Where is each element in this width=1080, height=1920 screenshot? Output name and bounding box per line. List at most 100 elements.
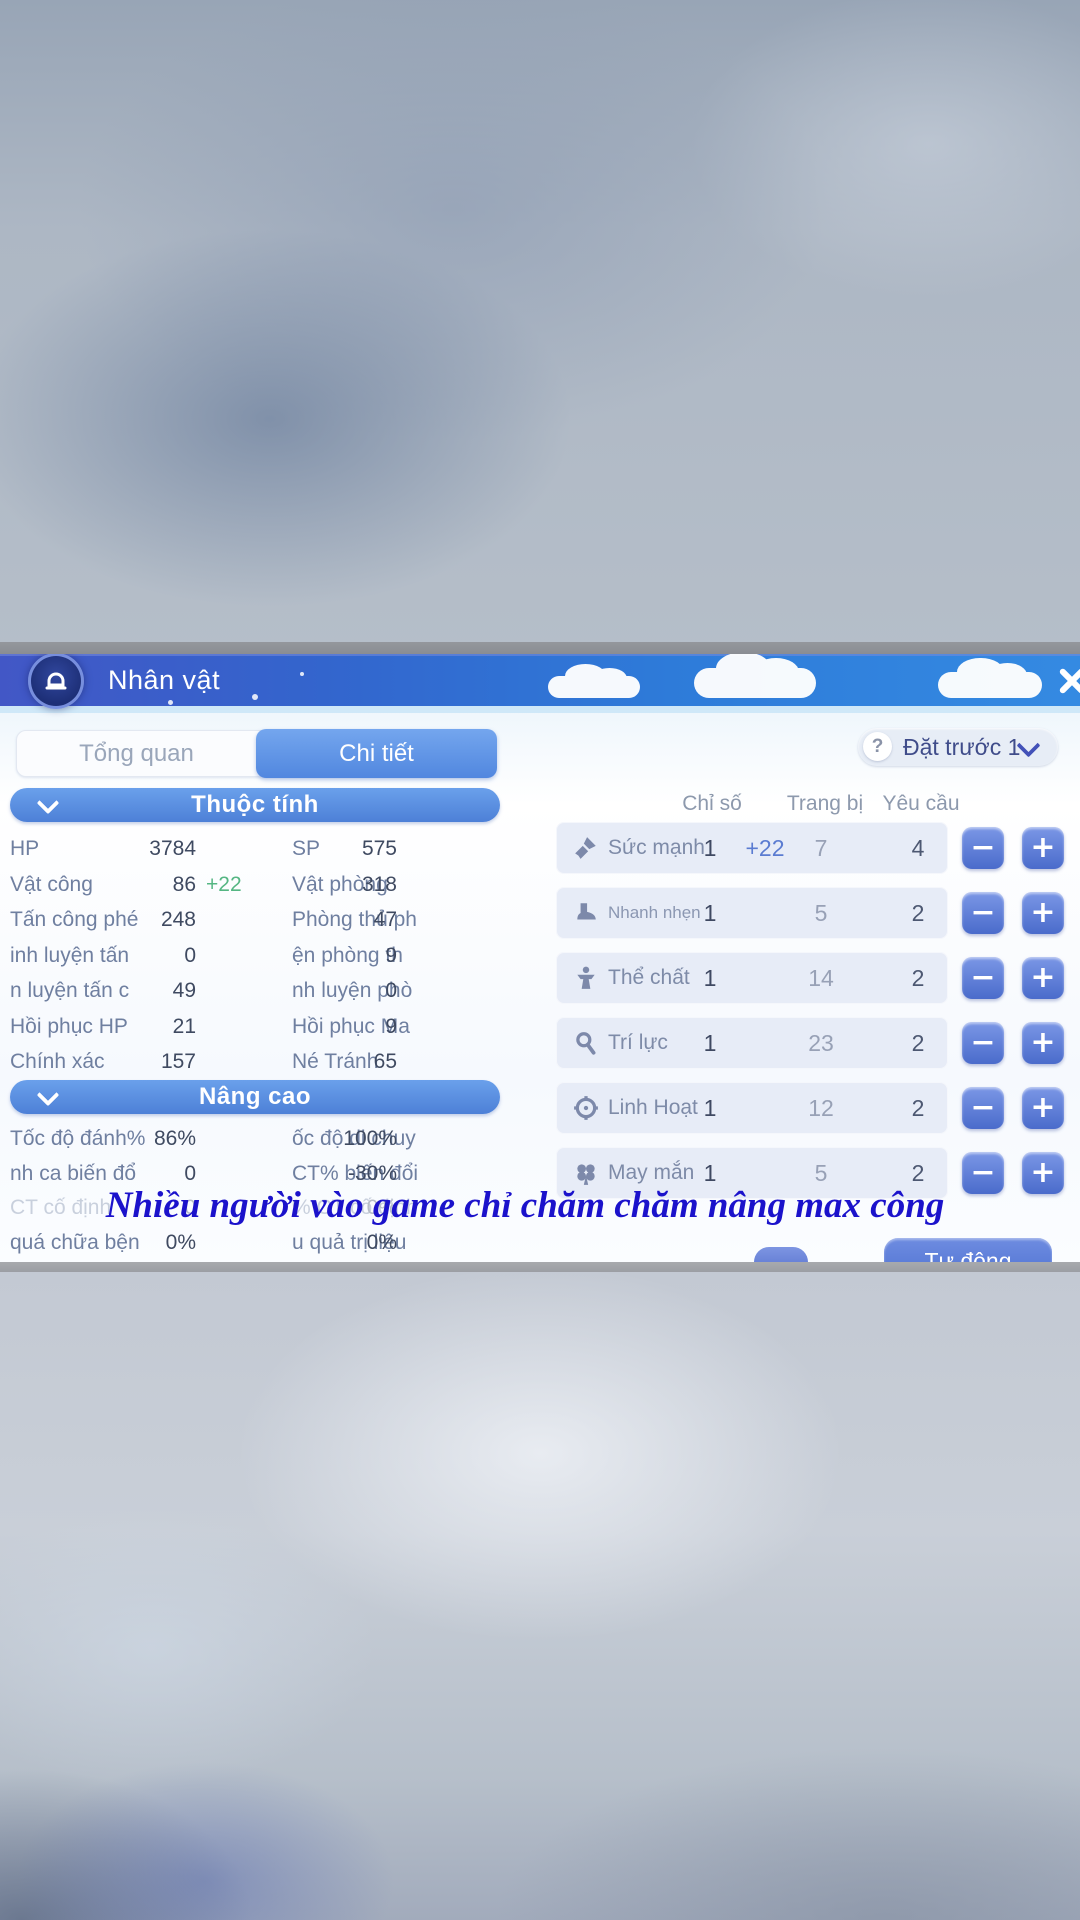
row-background <box>556 1017 948 1069</box>
target-icon <box>573 1095 599 1121</box>
stat-value: 0 <box>385 979 397 1002</box>
increase-button[interactable]: + <box>1022 957 1064 999</box>
equip-value: 5 <box>814 900 828 926</box>
stat-row: HP 3784 SP 575 <box>0 831 510 867</box>
help-icon[interactable]: ? <box>863 732 892 761</box>
equip-value: 12 <box>808 1095 834 1121</box>
stat-value: 0% <box>366 1196 397 1219</box>
basic-stats-table: HP 3784 SP 575 Vật công 86 +22 Vật phòng 318 Tấ… <box>0 831 510 1080</box>
attribute-value: 1 <box>703 1030 717 1056</box>
tab-bar: Tổng quan Chi tiết <box>16 729 497 778</box>
stat-label: quá chữa bện <box>10 1230 140 1254</box>
preset-selector[interactable]: ? Đặt trước 1 <box>858 728 1058 766</box>
increase-button[interactable]: + <box>1022 1152 1064 1194</box>
cloud-decoration <box>694 654 816 698</box>
stat-value: 157 <box>160 1050 196 1073</box>
stat-value: 0% <box>366 1230 397 1254</box>
stat-label: Phòng thủ ph <box>292 908 417 931</box>
stat-value: 21 <box>172 1014 196 1038</box>
stat-label: ốc độ di chuy <box>292 1127 416 1150</box>
tab-overview[interactable]: Tổng quan <box>79 740 194 767</box>
stat-label: Hồi phục HP <box>10 1014 128 1038</box>
stat-row: inh luyện tấn 0 ện phòng th 9 <box>0 938 510 974</box>
stat-label: inh luyện tấn <box>10 943 130 967</box>
row-background <box>556 1147 948 1199</box>
attribute-row-physique: Thể chất 1 14 2 − + <box>556 952 1080 1004</box>
stat-label: Tấn công phé <box>10 908 139 931</box>
attribute-label: May mắn <box>608 1161 695 1184</box>
decrease-button[interactable]: − <box>962 957 1004 999</box>
stat-label: ện phòng th <box>292 943 403 967</box>
equip-value: 7 <box>814 835 828 861</box>
attribute-label: Linh Hoạt <box>608 1096 698 1119</box>
increase-button[interactable]: + <box>1022 1087 1064 1129</box>
stat-label: Chính xác <box>10 1050 105 1073</box>
equip-value: 23 <box>808 1030 834 1056</box>
stat-label: u quả trị liệu <box>292 1230 407 1254</box>
stat-label: Né Tránh <box>292 1050 379 1073</box>
row-background <box>556 952 948 1004</box>
decrease-button[interactable]: − <box>962 1022 1004 1064</box>
stat-value: 49 <box>172 979 196 1002</box>
attribute-row-strength: Sức mạnh 1 +22 7 4 − + <box>556 822 1080 874</box>
increase-button[interactable]: + <box>1022 827 1064 869</box>
row-background <box>556 822 948 874</box>
letterbox-bar-bottom <box>0 1262 1080 1272</box>
column-header-equip: Trang bị <box>786 792 864 815</box>
stat-label: nh ca biến đổ <box>10 1161 137 1185</box>
increase-button[interactable]: + <box>1022 1022 1064 1064</box>
preset-label: Đặt trước 1 <box>903 734 1021 760</box>
cloud-decoration <box>548 663 640 698</box>
stat-label: Tốc độ đánh% <box>10 1127 146 1150</box>
body-icon <box>573 965 599 991</box>
stat-row: CT cố định 0 % CT cố định 0% <box>0 1191 510 1226</box>
attribute-label: Thể chất <box>608 966 690 989</box>
attribute-label: Sức mạnh <box>608 836 705 859</box>
decrease-button[interactable]: − <box>962 1087 1004 1129</box>
increase-button[interactable]: + <box>1022 892 1064 934</box>
attribute-value: 1 <box>703 1095 717 1121</box>
row-background <box>556 1082 948 1134</box>
clover-icon <box>573 1160 599 1186</box>
stat-value: 0 <box>184 1161 196 1185</box>
tab-detail[interactable]: Chi tiết <box>256 729 497 778</box>
decrease-button[interactable]: − <box>962 892 1004 934</box>
stat-label: n luyện tấn c <box>10 979 130 1002</box>
auto-button[interactable]: Tự động <box>884 1238 1052 1262</box>
blurred-background-bottom <box>0 1272 1080 1920</box>
stat-label: % CT cố định <box>292 1196 418 1219</box>
section-title: Thuộc tính <box>191 791 319 818</box>
attribute-row-flexibility: Linh Hoạt 1 12 2 − + <box>556 1082 1080 1134</box>
close-icon[interactable] <box>1054 665 1080 695</box>
equip-value: 5 <box>814 1160 828 1186</box>
sword-icon <box>573 835 599 861</box>
requirement-value: 4 <box>911 835 925 861</box>
decrease-button[interactable]: − <box>962 827 1004 869</box>
stat-value: 86 <box>172 872 196 896</box>
sparkle-decoration <box>252 694 258 700</box>
character-badge-icon <box>28 654 84 709</box>
requirement-value: 2 <box>911 1030 925 1056</box>
attribute-row-luck: May mắn 1 5 2 − + <box>556 1147 1080 1199</box>
stat-value: 9 <box>385 943 397 967</box>
decrease-button[interactable]: − <box>962 1152 1004 1194</box>
stat-label: CT cố định <box>10 1196 112 1219</box>
stat-label: HP <box>10 837 40 860</box>
stat-row: quá chữa bện 0% u quả trị liệu 0% <box>0 1226 510 1261</box>
section-attributes[interactable]: Thuộc tính <box>10 788 500 822</box>
page-indicator-pill[interactable] <box>754 1247 808 1262</box>
attribute-label: Trí lực <box>608 1031 668 1054</box>
stat-value: 0% <box>165 1230 196 1254</box>
section-advanced[interactable]: Nâng cao <box>10 1080 500 1114</box>
requirement-value: 2 <box>911 1160 925 1186</box>
header-light-strip <box>0 706 1080 713</box>
section-title: Nâng cao <box>198 1083 312 1110</box>
stat-row: Tấn công phé 248 Phòng thủ ph 47 <box>0 902 510 938</box>
character-panel: Nhân vật Tổng quan Chi tiết ? Đặt trước … <box>0 654 1080 1262</box>
attribute-row-intellect: Trí lực 1 23 2 − + <box>556 1017 1080 1069</box>
attribute-value: 1 <box>703 835 717 861</box>
stat-row: nh ca biến đổ 0 CT% biến đổi -30% <box>0 1157 510 1192</box>
equip-value: 14 <box>808 965 834 991</box>
stat-label: Vật công <box>10 872 93 896</box>
